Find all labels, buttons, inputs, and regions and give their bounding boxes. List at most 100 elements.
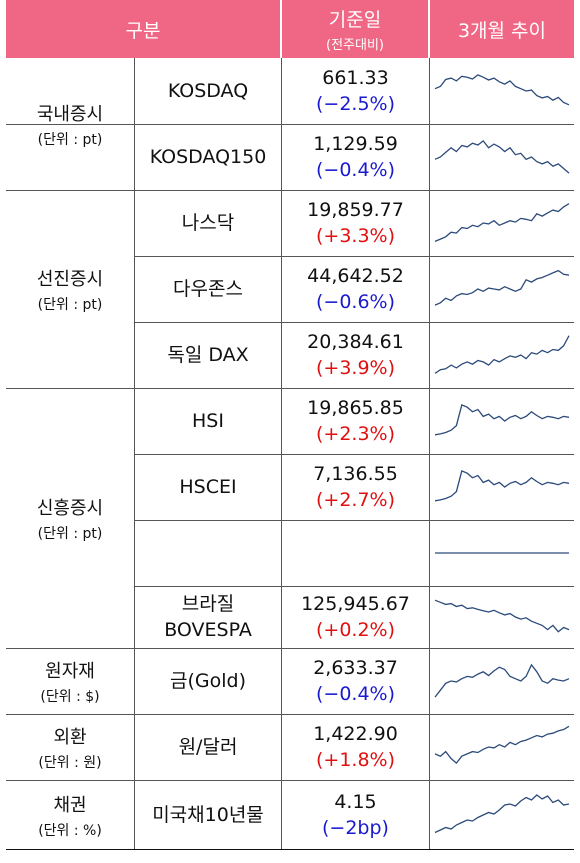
row-name: HSI xyxy=(192,410,224,432)
header-base-date-sub: (전주대비) xyxy=(326,38,384,53)
row-name-cell: 다우존스 xyxy=(135,256,281,322)
row-divider xyxy=(6,124,574,125)
trend-sparkline xyxy=(434,663,570,698)
row-value-cell: 4.15 (−2bp) xyxy=(282,780,429,850)
trend-sparkline xyxy=(434,139,570,174)
row-name-cell: HSCEI xyxy=(135,454,281,520)
row-divider xyxy=(6,388,574,389)
group-domestic: 국내증시 (단위 : pt) xyxy=(6,58,134,190)
trend-sparkline xyxy=(434,470,570,502)
row-divider xyxy=(6,780,574,781)
row-name: 독일 DAX xyxy=(167,344,249,366)
group-name: 신흥증시 xyxy=(36,497,104,519)
row-name-cell: 금(Gold) xyxy=(135,648,281,714)
row-name-cell: 브라질 BOVESPA xyxy=(135,586,281,648)
header-trend: 3개월 추이 xyxy=(430,0,574,58)
row-change: (−2bp) xyxy=(322,817,389,839)
row-value: 125,945.67 xyxy=(301,593,410,615)
group-name: 국내증시 xyxy=(36,103,104,125)
header-category-label: 구분 xyxy=(125,19,161,42)
group-unit: (단위 : pt) xyxy=(37,525,103,542)
trend-sparkline xyxy=(434,599,570,633)
row-name-cell: 미국채10년물 xyxy=(135,780,281,850)
row-name: 원/달러 xyxy=(178,736,238,758)
group-unit: (단위 : 원) xyxy=(38,754,102,771)
row-change: (+3.9%) xyxy=(315,357,395,379)
row-name-cell: 원/달러 xyxy=(135,714,281,780)
trend-line xyxy=(434,74,570,106)
row-change: (−2.5%) xyxy=(315,93,395,115)
group-name: 선진증시 xyxy=(36,268,104,290)
row-value-cell: 20,384.61 (+3.9%) xyxy=(282,322,429,388)
trend-sparkline xyxy=(434,74,570,106)
group-developed: 선진증시 (단위 : pt) xyxy=(6,190,134,388)
row-change: (+0.2%) xyxy=(315,619,395,641)
row-change: (+2.7%) xyxy=(315,489,395,511)
row-name-cell: KOSDAQ xyxy=(135,58,281,124)
group-name: 외환 xyxy=(53,726,87,748)
trend-sparkline xyxy=(434,269,570,306)
row-divider xyxy=(134,454,574,455)
row-value-cell: 44,642.52 (−0.6%) xyxy=(282,256,429,322)
row-divider xyxy=(6,190,574,191)
row-name: 브라질 BOVESPA xyxy=(164,593,252,641)
row-value-cell: 19,865.85 (+2.3%) xyxy=(282,388,429,454)
row-value: 44,642.52 xyxy=(307,265,404,287)
group-fx: 외환 (단위 : 원) xyxy=(6,714,134,780)
row-divider xyxy=(134,520,574,521)
row-value-cell: 19,859.77 (+3.3%) xyxy=(282,190,429,256)
row-name-cell xyxy=(135,520,281,586)
row-change: (−0.4%) xyxy=(315,159,395,181)
row-change: (−0.4%) xyxy=(315,683,395,705)
header-category: 구분 xyxy=(6,0,280,58)
row-name: HSCEI xyxy=(179,476,237,498)
group-unit: (단위 : pt) xyxy=(37,131,103,148)
trend-sparkline xyxy=(434,725,570,765)
trend-line xyxy=(434,663,570,698)
group-bond: 채권 (단위 : %) xyxy=(6,780,134,850)
table-bottom-border xyxy=(6,849,574,850)
row-change: (+3.3%) xyxy=(315,225,395,247)
row-value-cell: 1,129.59 (−0.4%) xyxy=(282,124,429,190)
row-name: 미국채10년물 xyxy=(152,804,264,826)
row-name-cell: 독일 DAX xyxy=(135,322,281,388)
row-name: 나스닥 xyxy=(181,212,235,234)
row-divider xyxy=(134,256,574,257)
row-value-cell: 661.33 (−2.5%) xyxy=(282,58,429,124)
market-summary-table: 구분 기준일 (전주대비) 3개월 추이 국내증시 (단위 : pt) 선진증시… xyxy=(6,0,574,860)
trend-line xyxy=(434,269,570,306)
row-value: 20,384.61 xyxy=(307,331,404,353)
group-name: 채권 xyxy=(53,794,87,816)
row-value: 1,129.59 xyxy=(313,133,398,155)
group-commodity: 원자재 (단위 : $) xyxy=(6,648,134,714)
group-unit: (단위 : %) xyxy=(38,822,102,839)
row-value: 661.33 xyxy=(322,67,389,89)
trend-sparkline xyxy=(434,335,570,374)
trend-sparkline xyxy=(435,552,569,554)
row-name-cell: HSI xyxy=(135,388,281,454)
row-change: (+1.8%) xyxy=(315,749,395,771)
trend-line xyxy=(434,335,570,374)
trend-sparkline xyxy=(434,404,570,436)
group-unit: (단위 : pt) xyxy=(37,296,103,313)
row-name: 금(Gold) xyxy=(170,670,246,692)
row-value-cell: 1,422.90 (+1.8%) xyxy=(282,714,429,780)
row-name: KOSDAQ xyxy=(167,80,249,102)
row-name: KOSDAQ150 xyxy=(149,146,267,168)
trend-line xyxy=(434,404,570,436)
group-name: 원자재 xyxy=(45,660,95,682)
row-name: 다우존스 xyxy=(173,278,243,300)
trend-line xyxy=(434,203,570,242)
row-change: (−0.6%) xyxy=(315,291,395,313)
row-divider xyxy=(6,714,574,715)
row-value: 7,136.55 xyxy=(313,463,398,485)
trend-sparkline xyxy=(434,794,570,834)
header-trend-label: 3개월 추이 xyxy=(457,19,547,42)
row-value-cell xyxy=(282,520,429,586)
row-value: 19,859.77 xyxy=(307,199,404,221)
row-divider xyxy=(134,586,574,587)
row-name-cell: KOSDAQ150 xyxy=(135,124,281,190)
row-divider xyxy=(6,648,574,649)
trend-line xyxy=(434,139,570,174)
header-base-date-label: 기준일 xyxy=(328,9,382,31)
